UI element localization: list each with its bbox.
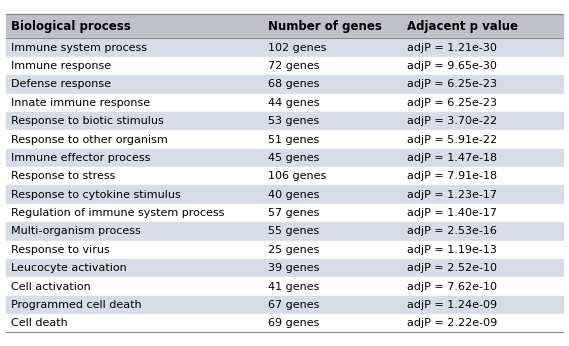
- Bar: [6, 93, 563, 112]
- Text: Innate immune response: Innate immune response: [11, 98, 150, 108]
- Bar: [6, 296, 563, 314]
- Text: 44 genes: 44 genes: [268, 98, 319, 108]
- Text: adjP = 3.70e-22: adjP = 3.70e-22: [407, 116, 497, 126]
- Text: 57 genes: 57 genes: [268, 208, 319, 218]
- Text: adjP = 2.53e-16: adjP = 2.53e-16: [407, 226, 497, 236]
- Text: adjP = 2.52e-10: adjP = 2.52e-10: [407, 263, 497, 273]
- Bar: [6, 112, 563, 130]
- Bar: [6, 222, 563, 240]
- Text: Defense response: Defense response: [11, 79, 112, 89]
- Bar: [6, 240, 563, 259]
- Bar: [6, 38, 563, 57]
- Bar: [6, 130, 563, 149]
- Text: adjP = 5.91e-22: adjP = 5.91e-22: [407, 135, 497, 145]
- Text: 102 genes: 102 genes: [268, 43, 326, 53]
- Bar: [6, 57, 563, 75]
- Text: adjP = 1.21e-30: adjP = 1.21e-30: [407, 43, 497, 53]
- Text: Multi-organism process: Multi-organism process: [11, 226, 141, 236]
- Text: adjP = 1.23e-17: adjP = 1.23e-17: [407, 190, 497, 200]
- Bar: [6, 167, 563, 185]
- Bar: [6, 75, 563, 94]
- Bar: [6, 149, 563, 167]
- Text: 67 genes: 67 genes: [268, 300, 319, 310]
- Text: adjP = 7.62e-10: adjP = 7.62e-10: [407, 282, 497, 292]
- Text: Cell death: Cell death: [11, 318, 68, 328]
- Text: 51 genes: 51 genes: [268, 135, 319, 145]
- Text: Response to biotic stimulus: Response to biotic stimulus: [11, 116, 164, 126]
- Text: 55 genes: 55 genes: [268, 226, 319, 236]
- Text: Regulation of immune system process: Regulation of immune system process: [11, 208, 225, 218]
- Text: Immune effector process: Immune effector process: [11, 153, 151, 163]
- Text: 41 genes: 41 genes: [268, 282, 319, 292]
- Text: Response to cytokine stimulus: Response to cytokine stimulus: [11, 190, 181, 200]
- Text: Number of genes: Number of genes: [268, 19, 382, 33]
- Text: Immune system process: Immune system process: [11, 43, 147, 53]
- Text: adjP = 6.25e-23: adjP = 6.25e-23: [407, 79, 497, 89]
- Bar: [6, 13, 563, 38]
- Text: 25 genes: 25 genes: [268, 245, 319, 255]
- Text: adjP = 1.24e-09: adjP = 1.24e-09: [407, 300, 497, 310]
- Text: Response to other organism: Response to other organism: [11, 135, 168, 145]
- Text: adjP = 1.40e-17: adjP = 1.40e-17: [407, 208, 497, 218]
- Text: Response to stress: Response to stress: [11, 171, 116, 181]
- Text: 40 genes: 40 genes: [268, 190, 319, 200]
- Bar: [6, 204, 563, 222]
- Bar: [6, 314, 563, 333]
- Text: Leucocyte activation: Leucocyte activation: [11, 263, 127, 273]
- Text: adjP = 9.65e-30: adjP = 9.65e-30: [407, 61, 497, 71]
- Bar: [6, 185, 563, 204]
- Bar: [6, 277, 563, 296]
- Bar: [6, 259, 563, 277]
- Text: adjP = 7.91e-18: adjP = 7.91e-18: [407, 171, 497, 181]
- Text: Adjacent p value: Adjacent p value: [407, 19, 518, 33]
- Text: 69 genes: 69 genes: [268, 318, 319, 328]
- Text: adjP = 1.19e-13: adjP = 1.19e-13: [407, 245, 497, 255]
- Text: 68 genes: 68 genes: [268, 79, 319, 89]
- Text: Immune response: Immune response: [11, 61, 112, 71]
- Text: Cell activation: Cell activation: [11, 282, 91, 292]
- Text: 106 genes: 106 genes: [268, 171, 326, 181]
- Text: 72 genes: 72 genes: [268, 61, 319, 71]
- Text: 53 genes: 53 genes: [268, 116, 319, 126]
- Text: 39 genes: 39 genes: [268, 263, 319, 273]
- Text: adjP = 6.25e-23: adjP = 6.25e-23: [407, 98, 497, 108]
- Text: 45 genes: 45 genes: [268, 153, 319, 163]
- Text: Programmed cell death: Programmed cell death: [11, 300, 142, 310]
- Text: adjP = 2.22e-09: adjP = 2.22e-09: [407, 318, 497, 328]
- Text: Biological process: Biological process: [11, 19, 131, 33]
- Text: Response to virus: Response to virus: [11, 245, 110, 255]
- Text: adjP = 1.47e-18: adjP = 1.47e-18: [407, 153, 497, 163]
